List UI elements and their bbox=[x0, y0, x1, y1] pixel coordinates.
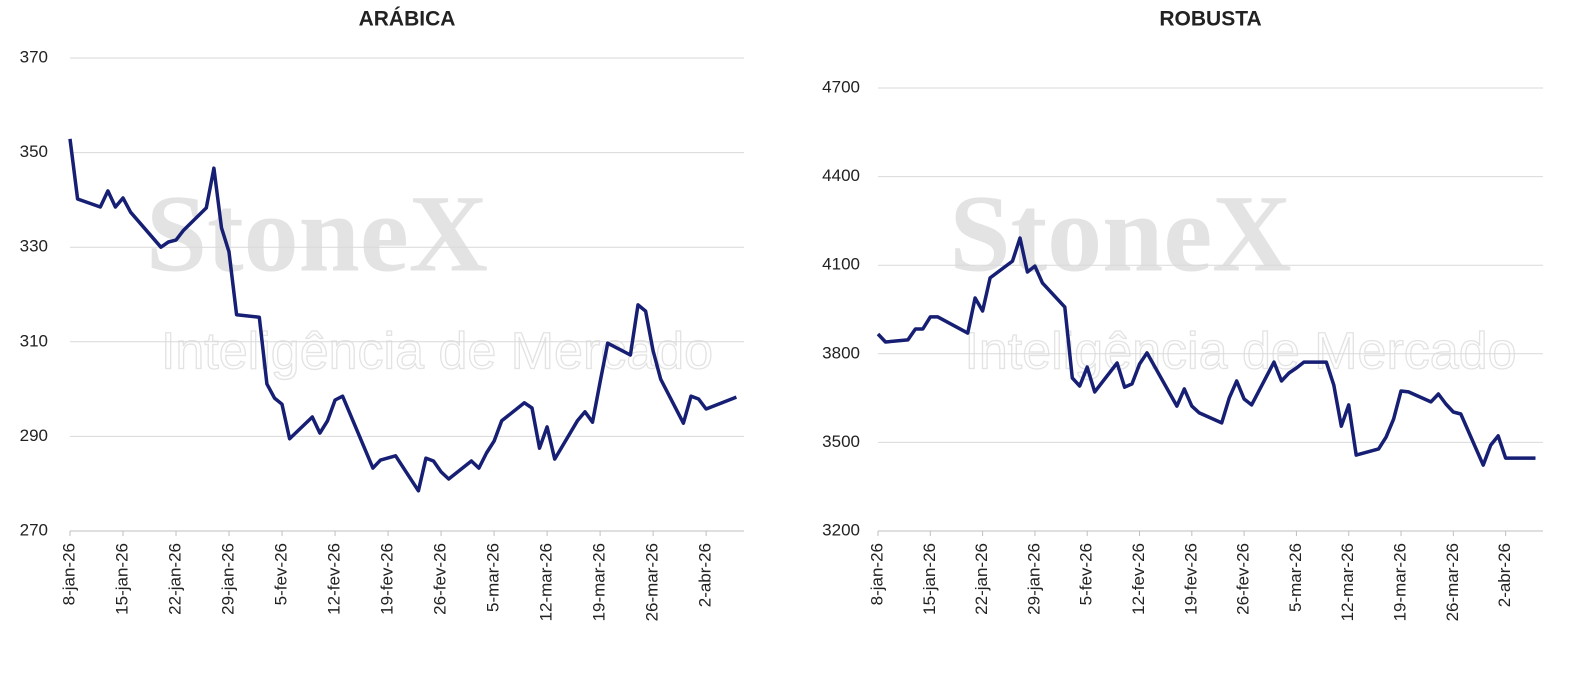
y-tick-label: 330 bbox=[20, 237, 48, 256]
x-tick-label: 8-jan-26 bbox=[867, 543, 886, 605]
x-tick-label: 2-abr-26 bbox=[696, 543, 715, 607]
x-tick-label: 26-fev-26 bbox=[1234, 543, 1253, 615]
line-series bbox=[68, 138, 738, 493]
y-tick-label: 4100 bbox=[822, 255, 860, 274]
x-tick-label: 19-mar-26 bbox=[590, 543, 609, 621]
x-tick-label: 26-mar-26 bbox=[643, 543, 662, 621]
y-tick-label: 4700 bbox=[822, 77, 860, 96]
y-tick-label: 370 bbox=[20, 47, 48, 66]
x-tick-label: 26-fev-26 bbox=[431, 543, 450, 615]
x-tick-label: 12-mar-26 bbox=[1338, 543, 1357, 621]
x-tick-label: 26-mar-26 bbox=[1443, 543, 1462, 621]
x-tick-label: 12-fev-26 bbox=[1129, 543, 1148, 615]
line-series bbox=[876, 236, 1536, 467]
x-tick-label: 5-mar-26 bbox=[484, 543, 503, 612]
x-tick-label: 5-fev-26 bbox=[1077, 543, 1096, 605]
watermark-text: Inteligência de Mercado bbox=[964, 323, 1516, 381]
chart-title: ROBUSTA bbox=[1159, 8, 1261, 31]
x-tick-label: 12-mar-26 bbox=[537, 543, 556, 621]
y-tick-label: 3200 bbox=[822, 520, 860, 539]
x-tick-label: 22-jan-26 bbox=[166, 543, 185, 615]
watermark-logo: StoneX bbox=[949, 172, 1291, 294]
x-tick-label: 29-jan-26 bbox=[219, 543, 238, 615]
x-tick-label: 19-fev-26 bbox=[378, 543, 397, 615]
y-tick-label: 310 bbox=[20, 331, 48, 350]
y-tick-label: 3800 bbox=[822, 343, 860, 362]
y-tick-label: 4400 bbox=[822, 166, 860, 185]
chart-title: ARÁBICA bbox=[359, 8, 456, 31]
x-tick-label: 12-fev-26 bbox=[325, 543, 344, 615]
x-tick-label: 15-jan-26 bbox=[112, 543, 131, 615]
y-tick-label: 350 bbox=[20, 142, 48, 161]
x-tick-label: 15-jan-26 bbox=[920, 543, 939, 615]
x-tick-label: 2-abr-26 bbox=[1495, 543, 1514, 607]
x-tick-label: 29-jan-26 bbox=[1024, 543, 1043, 615]
y-tick-label: 290 bbox=[20, 426, 48, 445]
x-tick-label: 19-mar-26 bbox=[1391, 543, 1410, 621]
y-tick-label: 3500 bbox=[822, 432, 860, 451]
x-tick-label: 22-jan-26 bbox=[972, 543, 991, 615]
x-tick-label: 5-mar-26 bbox=[1286, 543, 1305, 612]
x-tick-label: 19-fev-26 bbox=[1181, 543, 1200, 615]
x-tick-label: 5-fev-26 bbox=[272, 543, 291, 605]
x-tick-label: 8-jan-26 bbox=[59, 543, 78, 605]
y-tick-label: 270 bbox=[20, 520, 48, 539]
watermark-logo: StoneX bbox=[146, 172, 488, 294]
